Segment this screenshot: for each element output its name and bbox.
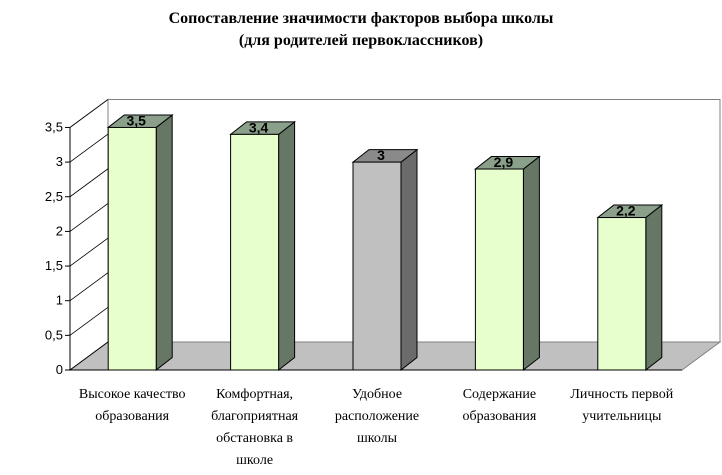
chart-title-line-2: (для родителей первоклассников) [238, 32, 484, 49]
bar [106, 113, 174, 372]
category-label-line: Высокое качество [79, 387, 186, 402]
value-labels: 3,5 3,4 3 2,9 2,2 [126, 112, 635, 218]
category-label-line: обстановка в [216, 431, 293, 446]
bar-side [645, 204, 663, 372]
y-tick-guide [69, 341, 109, 371]
bar [351, 148, 419, 372]
category-label-line: Удобное [352, 387, 402, 402]
bar-front [474, 168, 524, 371]
category-label-line: благоприятная [211, 409, 299, 424]
bar-front [352, 161, 402, 371]
bar [473, 155, 541, 372]
y-tick-guide [69, 237, 109, 267]
category-label: Личность первой учительницы [570, 387, 673, 424]
bars [106, 113, 664, 372]
y-tick-label: 2,5 [45, 189, 63, 204]
value-label: 2,2 [616, 203, 636, 219]
bar-front [597, 217, 647, 371]
category-label: Высокое качество образования [79, 387, 186, 424]
y-tick-label: 3 [56, 154, 63, 169]
category-label-line: школы [357, 431, 398, 446]
category-label-line: школе [236, 453, 273, 468]
category-label: Удобное расположение школы [335, 387, 419, 446]
y-tick-label: 0 [56, 362, 63, 377]
category-label-line: Содержание [463, 387, 536, 402]
y-tick-guide [69, 203, 109, 232]
chart-title: Сопоставление значимости факторов выбора… [0, 8, 722, 52]
bar-front [107, 126, 157, 371]
category-label-line: расположение [335, 409, 419, 424]
bar-side [400, 148, 418, 372]
category-label: Содержание образования [462, 387, 536, 424]
bar-front [230, 133, 280, 371]
value-label: 3 [377, 147, 385, 163]
bar-side [522, 155, 540, 372]
bar [596, 204, 664, 372]
y-tick-label: 0,5 [45, 327, 63, 342]
y-tick-label: 1 [56, 293, 63, 308]
y-tick-label: 3,5 [45, 119, 63, 134]
y-tick-guide [69, 272, 109, 302]
bar-side [155, 113, 173, 372]
chart-title-line-1: Сопоставление значимости факторов выбора… [168, 10, 554, 27]
y-tick-label: 2 [56, 223, 63, 238]
y-tick-guide [69, 133, 109, 163]
y-tick-guide [69, 307, 109, 336]
bar-side [278, 120, 296, 372]
bar [229, 120, 297, 372]
category-label-line: образования [95, 409, 169, 424]
value-label: 2,9 [494, 154, 514, 170]
category-labels: Высокое качество образования Комфортная, бл… [79, 387, 674, 468]
value-label: 3,5 [126, 112, 146, 128]
y-tick-label: 1,5 [45, 258, 63, 273]
category-label: Комфортная, благоприятная обстановка в школ… [211, 387, 299, 468]
category-label-line: образования [462, 409, 536, 424]
category-label-line: Комфортная, [216, 387, 293, 402]
y-tick-guide [69, 168, 109, 198]
value-label: 3,4 [249, 119, 269, 135]
y-tick-guide [69, 99, 109, 128]
category-label-line: Личность первой [570, 387, 673, 402]
category-label-line: учительницы [582, 409, 662, 424]
side-wall [69, 98, 109, 371]
